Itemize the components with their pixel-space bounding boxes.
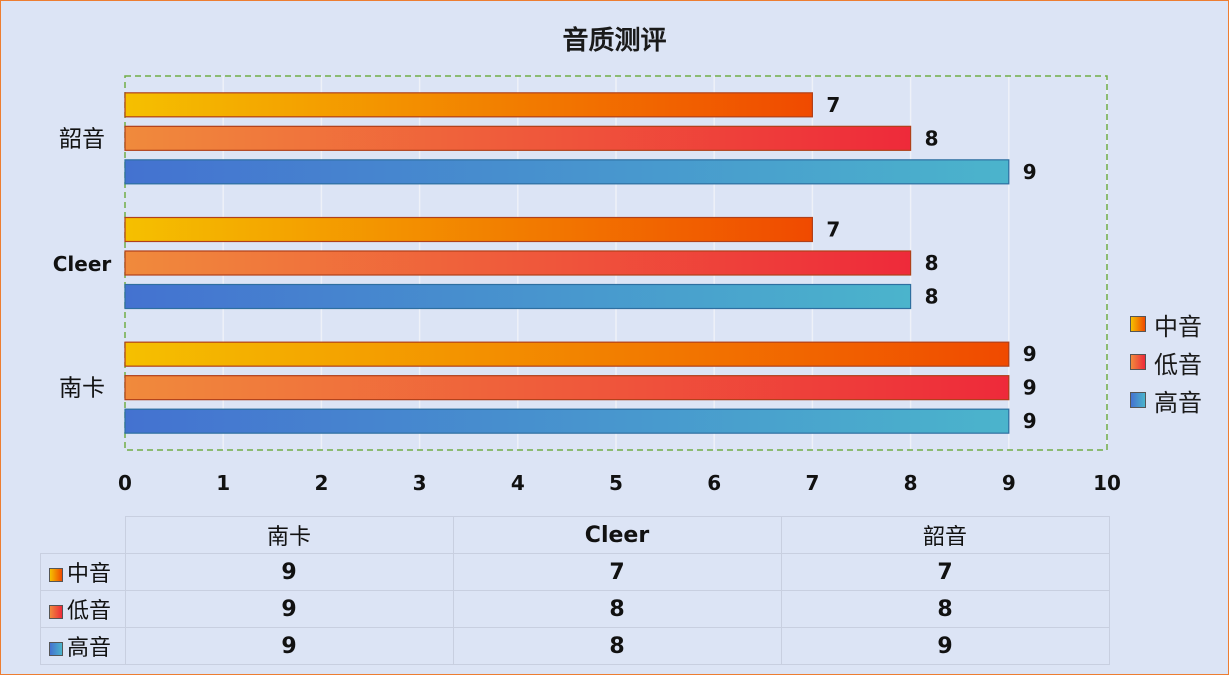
data-label: 8 <box>925 251 939 275</box>
bar <box>124 250 912 276</box>
table-series-name: 低音 <box>67 599 112 624</box>
table-row-header: 中音 <box>40 553 126 591</box>
table-cell: 7 <box>780 553 1110 591</box>
data-label: 9 <box>1023 409 1037 433</box>
table-column-header: Cleer <box>452 516 782 554</box>
table-cell: 9 <box>124 553 454 591</box>
bar <box>124 341 1010 367</box>
table-row-header: 低音 <box>40 590 126 628</box>
table-header-row: 南卡 Cleer 韶音 <box>41 516 1110 554</box>
legend-item: 高音 <box>1130 381 1202 419</box>
legend-swatch <box>1130 316 1146 332</box>
bar <box>124 408 1010 434</box>
bar <box>124 283 912 310</box>
table-series-name: 高音 <box>67 636 112 661</box>
table-row: 低音 9 8 8 <box>40 590 1110 628</box>
chart-title: 音质测评 <box>562 26 667 56</box>
y-category-label: Cleer <box>53 252 112 276</box>
legend-label: 高音 <box>1154 388 1202 417</box>
data-label: 9 <box>1023 160 1037 184</box>
y-category-label: 韶音 <box>59 126 105 152</box>
table-column-header: 韶音 <box>780 516 1110 554</box>
data-table: 南卡 Cleer 韶音 中音 9 7 7 低音 9 8 8 高音 9 8 9 <box>40 516 1110 665</box>
bar <box>124 159 1010 185</box>
table-cell: 8 <box>452 590 782 628</box>
data-label: 9 <box>1023 376 1037 400</box>
table-cell: 9 <box>124 590 454 628</box>
table-cell: 7 <box>452 553 782 591</box>
table-cell: 8 <box>452 627 782 665</box>
x-tick-label: 6 <box>707 471 721 495</box>
x-tick-label: 8 <box>904 471 918 495</box>
legend-swatch <box>49 605 63 619</box>
legend-item: 低音 <box>1130 343 1202 381</box>
data-label: 8 <box>925 285 939 309</box>
table-cell: 8 <box>780 590 1110 628</box>
table-corner <box>41 517 126 554</box>
legend-label: 低音 <box>1154 350 1202 379</box>
legend-label: 中音 <box>1154 312 1202 341</box>
data-label: 9 <box>1023 342 1037 366</box>
table-row: 中音 9 7 7 <box>40 553 1110 591</box>
legend-swatch <box>1130 392 1146 408</box>
table-cell: 9 <box>780 627 1110 665</box>
table-column-header: 南卡 <box>124 516 454 554</box>
table-row-header: 高音 <box>40 627 126 665</box>
bar <box>124 92 814 118</box>
x-tick-label: 5 <box>609 471 623 495</box>
data-label: 7 <box>826 218 840 242</box>
bar <box>124 216 814 243</box>
x-tick-label: 3 <box>413 471 427 495</box>
x-tick-label: 4 <box>511 471 525 495</box>
table-row: 高音 9 8 9 <box>40 627 1110 665</box>
table-series-name: 中音 <box>67 562 112 587</box>
x-tick-label: 2 <box>314 471 328 495</box>
x-tick-label: 10 <box>1093 471 1121 495</box>
x-tick-label: 0 <box>118 471 132 495</box>
legend-swatch <box>49 642 63 656</box>
legend-item: 中音 <box>1130 305 1202 343</box>
chart-legend: 中音 低音 高音 <box>1130 305 1202 419</box>
x-tick-label: 7 <box>805 471 819 495</box>
bar <box>124 125 912 151</box>
legend-swatch <box>49 568 63 582</box>
table-cell: 9 <box>124 627 454 665</box>
x-tick-label: 9 <box>1002 471 1016 495</box>
x-tick-label: 1 <box>216 471 230 495</box>
data-label: 7 <box>826 93 840 117</box>
bar <box>124 375 1010 401</box>
y-category-label: 南卡 <box>59 376 105 402</box>
data-label: 8 <box>925 126 939 150</box>
legend-swatch <box>1130 354 1146 370</box>
